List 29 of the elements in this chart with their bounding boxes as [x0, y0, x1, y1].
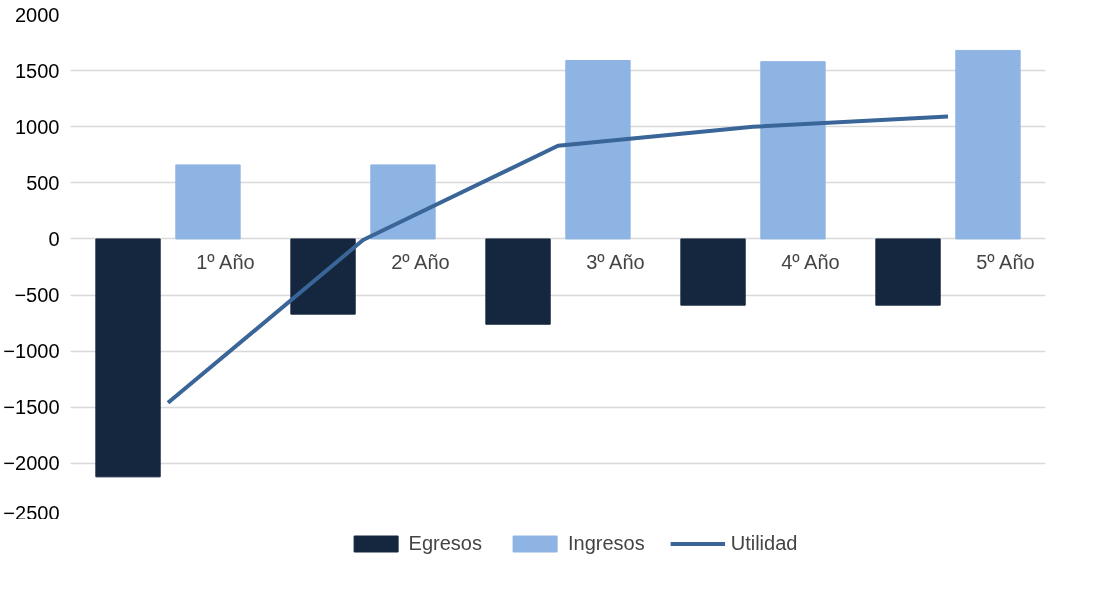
legend-label: Utilidad [730, 531, 798, 555]
y-tick-label: −2500 [3, 501, 60, 524]
x-tick-label: 3º Año [586, 250, 645, 273]
bar [680, 238, 746, 306]
y-tick-label: 0 [48, 227, 60, 250]
bar [955, 49, 1021, 240]
bar [95, 238, 161, 478]
x-tick-label: 1º Año [196, 250, 255, 273]
bar [760, 61, 826, 240]
bar [875, 238, 941, 306]
x-tick-label: 4º Año [781, 250, 840, 273]
y-tick-label: 1000 [15, 115, 60, 138]
bar [565, 60, 631, 240]
line-series [166, 114, 950, 405]
bar [370, 164, 436, 240]
y-tick-label: −1500 [3, 396, 60, 419]
bar [175, 164, 241, 240]
y-tick-label: 2000 [15, 3, 60, 26]
bar [485, 238, 551, 325]
legend-label: Ingresos [567, 531, 645, 555]
bar [290, 238, 356, 315]
y-tick-label: −2000 [3, 452, 60, 475]
y-tick-label: 1500 [15, 59, 60, 82]
x-tick-label: 5º Año [976, 250, 1035, 273]
x-tick-label: 2º Año [391, 250, 450, 273]
legend-label: Egresos [408, 531, 482, 555]
y-tick-label: 500 [26, 171, 60, 194]
y-tick-label: −1000 [3, 340, 60, 363]
y-tick-label: −500 [14, 284, 60, 307]
